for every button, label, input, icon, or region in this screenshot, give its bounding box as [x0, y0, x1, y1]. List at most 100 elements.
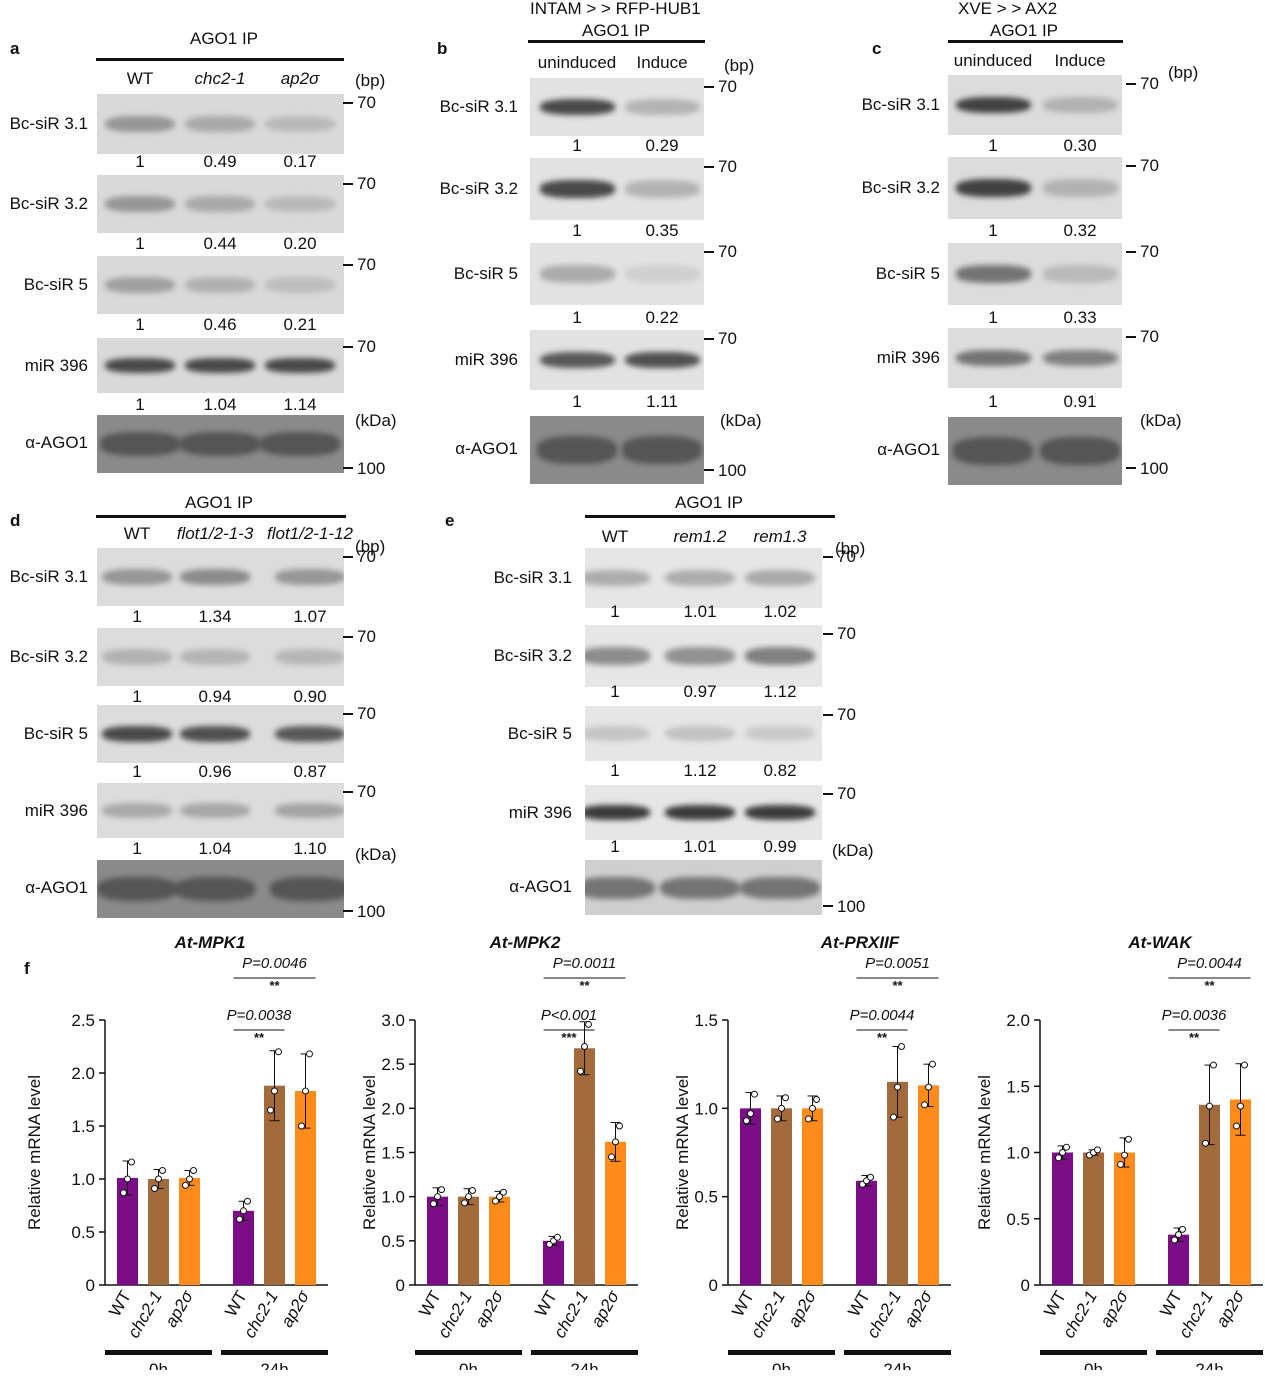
quant-d-0-1: 1.34 [198, 607, 232, 626]
quant-a-1-2: 0.20 [283, 234, 317, 253]
x-tick-label: WT [415, 1288, 445, 1320]
chart-1: At-MPK2 0 0.5 1.0 1.5 2.0 2.5 3.0 Relative mRNA … [360, 933, 638, 1370]
lane-label-d-0: WT [123, 524, 151, 543]
quant-b-2-1: 0.22 [645, 308, 679, 327]
blot-band [624, 98, 700, 116]
quant-a-2-2: 0.21 [283, 315, 317, 334]
data-point [240, 1207, 247, 1215]
bar-chc2-1-0h [771, 1108, 792, 1285]
quant-e-3-1: 1.01 [683, 837, 717, 856]
quant-a-3-0: 1 [135, 395, 145, 414]
quant-e-2-1: 1.12 [683, 761, 717, 780]
data-point [461, 1199, 468, 1207]
blot-band [265, 115, 335, 133]
significance-stars: *** [561, 1030, 577, 1045]
western-blot-a [97, 415, 344, 473]
row-label-e-1: Bc-siR 3.2 [493, 646, 572, 665]
y-tick-label: 1.0 [71, 1170, 95, 1189]
data-point [782, 1094, 789, 1102]
blot-band [955, 349, 1031, 367]
western-marker-tick-d [343, 910, 353, 912]
data-point [465, 1193, 472, 1201]
data-point [1059, 1149, 1066, 1156]
blot-band [185, 195, 255, 213]
bar-WT-0h [427, 1196, 448, 1285]
quant-b-2-0: 1 [572, 308, 582, 327]
marker-e-0: 70 [837, 547, 856, 566]
x-tick-label: ap2σ [161, 1287, 197, 1331]
p-value: P=0.0038 [227, 1007, 292, 1024]
blot-band [102, 648, 172, 666]
row-label-b-3: miR 396 [454, 350, 518, 369]
ip-header-bar-e [585, 515, 835, 518]
quant-a-0-2: 0.17 [283, 152, 317, 171]
quant-a-3-1: 1.04 [203, 395, 237, 414]
data-point [306, 1050, 313, 1058]
data-point [1055, 1154, 1062, 1162]
row-label-a-1: Bc-siR 3.2 [9, 194, 88, 213]
y-tick-label: 3.0 [381, 1011, 405, 1030]
marker-c-3: 70 [1140, 327, 1159, 346]
blot-b-row-1 [530, 158, 704, 220]
marker-tick-b-1 [704, 166, 714, 168]
marker-tick-e-2 [823, 714, 833, 716]
p-value: P=0.0044 [1177, 955, 1242, 972]
data-point [302, 1087, 309, 1095]
x-tick-label: ap2σ [784, 1287, 820, 1331]
data-point [430, 1200, 437, 1208]
data-point [155, 1175, 162, 1183]
data-point [1175, 1231, 1182, 1239]
quant-d-1-0: 1 [132, 687, 142, 706]
quant-e-2-0: 1 [610, 761, 620, 780]
data-point [809, 1104, 816, 1112]
x-tick-label: ap2σ [1212, 1287, 1248, 1331]
data-point [1202, 1139, 1209, 1147]
blot-band [102, 802, 172, 819]
blot-e-row-3 [585, 785, 822, 840]
blot-a-row-3 [97, 338, 344, 393]
lane-label-a-1: chc2-1 [194, 69, 246, 88]
quant-a-3-2: 1.14 [283, 395, 317, 414]
marker-tick-a-2 [343, 264, 353, 266]
quant-a-0-0: 1 [135, 152, 145, 171]
blot-b-row-2 [530, 243, 704, 305]
lane-label-c-1: Induce [1054, 51, 1106, 70]
quant-d-2-0: 1 [132, 762, 142, 781]
blot-band [665, 804, 735, 821]
quant-e-3-2: 0.99 [763, 837, 797, 856]
x-tick-label: WT [844, 1288, 874, 1320]
bar-ap2σ-24h [295, 1091, 316, 1285]
row-label-d-2: Bc-siR 5 [23, 724, 88, 743]
significance-stars: ** [1189, 1030, 1200, 1045]
blot-d-row-2 [97, 705, 344, 763]
y-axis-title: Relative mRNA level [360, 1075, 379, 1230]
western-blot-d [97, 860, 344, 918]
data-point [438, 1186, 445, 1194]
data-point [805, 1115, 812, 1123]
chart-title: At-PRXIIF [820, 933, 900, 952]
quant-c-0-0: 1 [988, 136, 998, 155]
blot-band [539, 98, 615, 116]
x-tick-label: ap2σ [1096, 1287, 1132, 1331]
quant-d-2-2: 0.87 [293, 762, 327, 781]
quant-d-0-0: 1 [132, 607, 142, 626]
western-marker-tick-c [1126, 467, 1136, 469]
chart-0: At-MPK1 0 0.5 1.0 1.5 2.0 2.5 Relative mRNA lev… [25, 933, 328, 1370]
blot-band [745, 725, 815, 742]
bar-WT-24h [233, 1210, 254, 1285]
blot-e-row-0 [585, 548, 822, 608]
data-point [186, 1175, 193, 1183]
data-point [898, 1043, 905, 1050]
data-point [1121, 1151, 1128, 1159]
blot-band [105, 357, 175, 374]
significance-stars: ** [1204, 978, 1215, 993]
blot-d-row-0 [97, 548, 344, 606]
marker-b-2: 70 [718, 242, 737, 261]
significance-stars: ** [877, 1030, 888, 1045]
bar-chc2-1-0h [1083, 1152, 1104, 1285]
y-tick-label: 0.5 [694, 1188, 718, 1207]
group-bar-0h [415, 1350, 522, 1355]
marker-tick-c-1 [1126, 165, 1136, 167]
quant-e-3-0: 1 [610, 837, 620, 856]
blot-band [105, 276, 175, 294]
